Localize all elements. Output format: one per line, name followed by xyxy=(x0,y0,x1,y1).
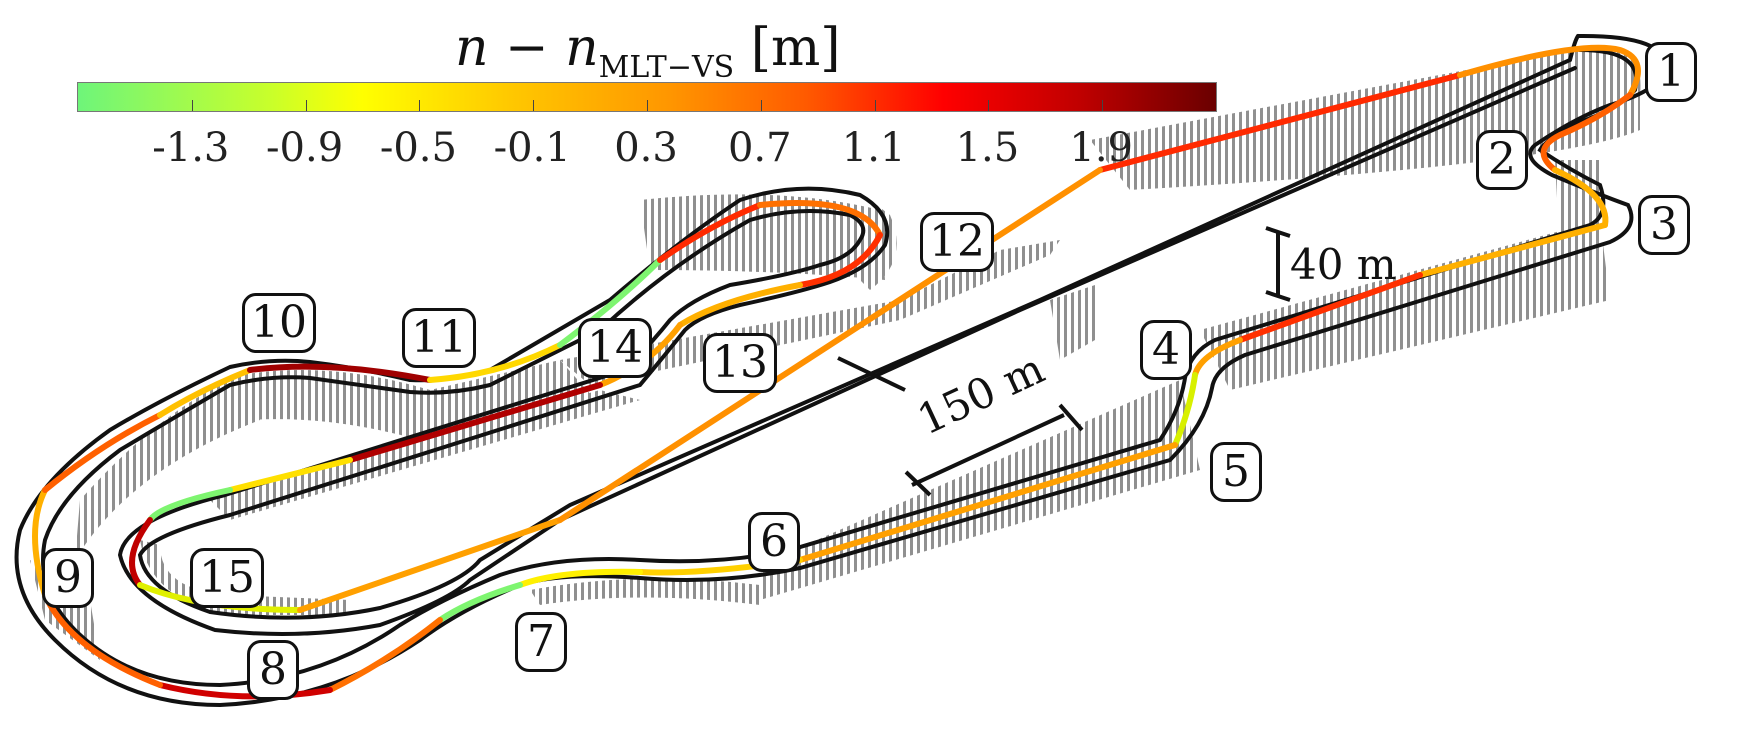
colorbar-tick-label: 1.1 xyxy=(841,125,906,171)
colorbar-tick xyxy=(305,100,307,111)
colorbar-tick-label: 1.5 xyxy=(955,125,1020,171)
vertical-scale-label: 40 m xyxy=(1290,240,1397,289)
corner-label-15: 15 xyxy=(190,548,264,608)
corner-label-1: 1 xyxy=(1645,42,1697,102)
colorbar-tick xyxy=(191,100,193,111)
corner-label-3: 3 xyxy=(1638,195,1690,255)
scale-bars xyxy=(837,226,1291,497)
colorbar-tick-label: -0.1 xyxy=(493,125,571,171)
colorbar-tick-label: 0.7 xyxy=(727,125,792,171)
colorbar-tick xyxy=(988,100,990,111)
corner-label-7: 7 xyxy=(515,612,567,672)
colorbar-tick-label: -0.5 xyxy=(379,125,457,171)
colorbar xyxy=(77,82,1217,112)
racing-line xyxy=(32,44,1641,700)
corner-label-8: 8 xyxy=(247,640,299,700)
colorbar-title: n − nMLT−VS [m] xyxy=(455,18,841,85)
corner-label-14: 14 xyxy=(578,318,652,378)
colorbar-tick xyxy=(760,100,762,111)
corner-label-9: 9 xyxy=(42,548,94,608)
colorbar-tick-label: -1.3 xyxy=(152,125,230,171)
corner-label-4: 4 xyxy=(1140,320,1192,380)
colorbar-tick-label: -0.9 xyxy=(266,125,344,171)
colorbar-title-sub: MLT−VS xyxy=(598,50,735,85)
colorbar-tick xyxy=(647,100,648,111)
colorbar-tick xyxy=(874,100,876,111)
corner-label-5: 5 xyxy=(1210,442,1262,502)
corner-label-10: 10 xyxy=(242,293,316,353)
colorbar-tick xyxy=(1102,100,1104,111)
colorbar-tick xyxy=(533,100,535,111)
corner-label-12: 12 xyxy=(920,212,994,272)
corner-label-6: 6 xyxy=(748,512,800,572)
corner-label-13: 13 xyxy=(703,333,777,393)
corner-label-11: 11 xyxy=(402,308,476,368)
colorbar-tick-label: 0.3 xyxy=(614,125,678,171)
colorbar-title-main: n − n xyxy=(455,18,599,78)
colorbar-title-unit: [m] xyxy=(734,18,841,78)
colorbar-tick-label: 1.9 xyxy=(1069,125,1133,171)
corner-label-2: 2 xyxy=(1476,130,1528,190)
colorbar-tick-labels: -1.3 -0.9 -0.5 -0.1 0.3 0.7 1.1 1.5 1.9 xyxy=(77,125,1215,175)
colorbar-tick xyxy=(419,100,421,111)
